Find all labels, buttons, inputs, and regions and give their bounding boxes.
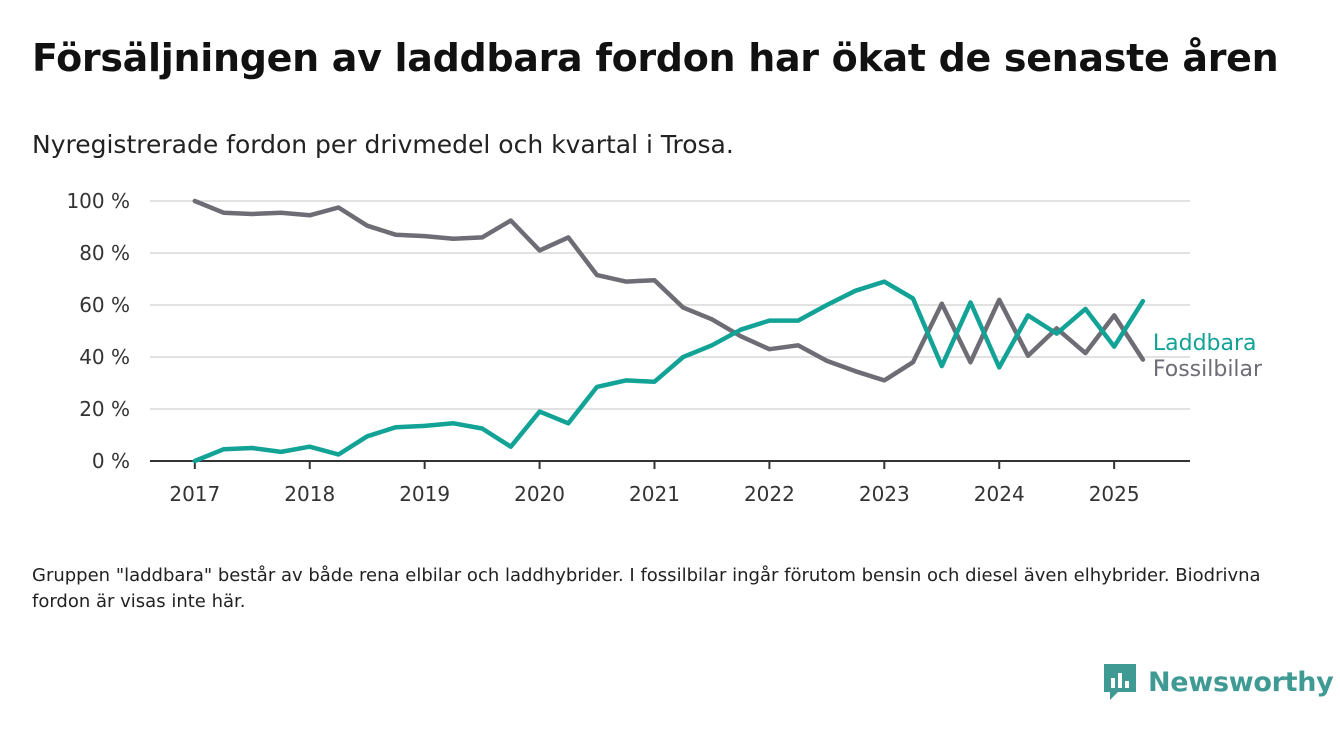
x-tick-label-2022: 2022 (744, 482, 795, 506)
y-tick-label-0: 0 % (92, 449, 130, 473)
x-tick-label-2017: 2017 (169, 482, 220, 506)
x-tick-label-2023: 2023 (859, 482, 910, 506)
x-tick-label-2021: 2021 (629, 482, 680, 506)
footnote: Gruppen "laddbara" består av både rena e… (32, 565, 1261, 612)
y-tick-label-20: 20 % (79, 397, 130, 421)
series-line-fossilbilar (192, 198, 1146, 383)
grid-lines (150, 200, 1190, 410)
legend-label-laddbara: Laddbara (1153, 331, 1257, 356)
brand-name: Newsworthy (1148, 666, 1334, 698)
series-line-laddbara (192, 279, 1146, 464)
x-axis-labels: 2017 2018 2019 2020 2021 2022 2023 2024 2025 (169, 482, 1139, 506)
x-tick-label-2020: 2020 (514, 482, 565, 506)
newsworthy-logo-icon (1104, 664, 1136, 700)
y-axis-labels: 0 % 20 % 40 % 60 % 80 % 100 % (66, 189, 130, 473)
series-lines (192, 198, 1146, 464)
y-tick-label-40: 40 % (79, 345, 130, 369)
x-tick-label-2018: 2018 (284, 482, 335, 506)
brand-logo: Newsworthy (1102, 662, 1334, 702)
legend-label-fossilbilar: Fossilbilar (1153, 357, 1263, 382)
x-tick-label-2025: 2025 (1089, 482, 1140, 506)
y-tick-label-60: 60 % (79, 293, 130, 317)
chart-subtitle: Nyregistrerade fordon per drivmedel och … (32, 130, 734, 159)
x-tick-label-2024: 2024 (974, 482, 1025, 506)
y-tick-label-100: 100 % (66, 189, 130, 213)
x-axis (150, 460, 1190, 469)
y-tick-label-80: 80 % (79, 241, 130, 265)
chart-title: Försäljningen av laddbara fordon har öka… (32, 36, 1279, 80)
x-tick-label-2019: 2019 (399, 482, 450, 506)
